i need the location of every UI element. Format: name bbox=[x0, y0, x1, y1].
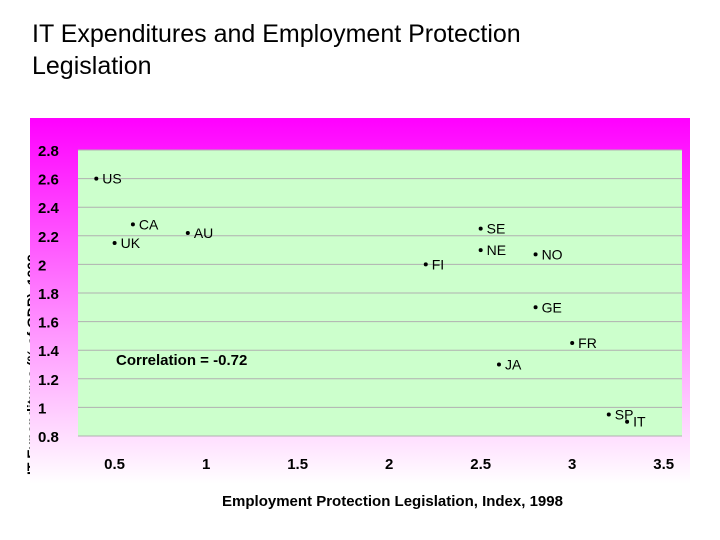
y-tick-label: 1.2 bbox=[38, 372, 59, 389]
point-label: SP bbox=[615, 407, 634, 423]
y-tick-label: 1.4 bbox=[38, 343, 60, 360]
y-tick-label: 1.8 bbox=[38, 286, 59, 303]
chart-title: IT Expenditures and Employment Protectio… bbox=[32, 20, 521, 80]
y-tick-label: 0.8 bbox=[38, 429, 59, 446]
point-label: FR bbox=[578, 335, 597, 351]
data-point bbox=[606, 412, 611, 417]
y-tick-label: 2.4 bbox=[38, 200, 60, 217]
point-label: JA bbox=[505, 357, 522, 373]
y-tick-label: 1 bbox=[38, 400, 46, 417]
point-label: NE bbox=[487, 242, 506, 258]
data-point bbox=[533, 252, 538, 257]
y-tick-label: 2.2 bbox=[38, 229, 59, 246]
x-tick-label: 2.5 bbox=[470, 456, 491, 473]
y-tick-label: 2.6 bbox=[38, 172, 59, 189]
point-label: AU bbox=[194, 225, 213, 241]
scatter-chart: 2.8 2.6 2.4 2.2 2 1.8 1.6 1.4 1.2 1 0.8 0.5 1 1.5 2 2.… bbox=[30, 118, 690, 484]
point-label: NO bbox=[542, 246, 563, 262]
point-label: SE bbox=[487, 221, 506, 237]
x-tick-label: 1 bbox=[202, 456, 210, 473]
point-label: US bbox=[102, 171, 121, 187]
y-tick-label: 2 bbox=[38, 257, 46, 274]
point-label: FI bbox=[432, 256, 444, 272]
correlation-annotation: Correlation = -0.72 bbox=[116, 352, 247, 369]
data-point bbox=[94, 176, 99, 181]
data-point bbox=[185, 230, 190, 235]
data-point bbox=[496, 362, 501, 367]
data-point bbox=[533, 305, 538, 310]
x-tick-label: 0.5 bbox=[104, 456, 125, 473]
y-tick-label: 2.8 bbox=[38, 143, 59, 160]
y-tick-label: 1.6 bbox=[38, 315, 59, 332]
point-label: GE bbox=[542, 299, 562, 315]
data-point bbox=[130, 222, 135, 227]
data-point bbox=[112, 240, 117, 245]
point-label: CA bbox=[139, 216, 159, 232]
data-point bbox=[423, 262, 428, 267]
chart-background-band: 2.8 2.6 2.4 2.2 2 1.8 1.6 1.4 1.2 1 0.8 0.5 1 1.5 2 2.… bbox=[30, 118, 690, 484]
data-point bbox=[625, 419, 630, 424]
x-tick-label: 3 bbox=[568, 456, 576, 473]
x-tick-label: 1.5 bbox=[287, 456, 308, 473]
x-tick-label: 3.5 bbox=[653, 456, 674, 473]
x-tick-label: 2 bbox=[385, 456, 393, 473]
data-point bbox=[570, 341, 575, 346]
x-axis-label: Employment Protection Legislation, Index… bbox=[222, 493, 563, 510]
point-label: UK bbox=[121, 235, 141, 251]
data-point bbox=[478, 248, 483, 253]
point-label: IT bbox=[633, 414, 646, 430]
data-point bbox=[478, 226, 483, 231]
